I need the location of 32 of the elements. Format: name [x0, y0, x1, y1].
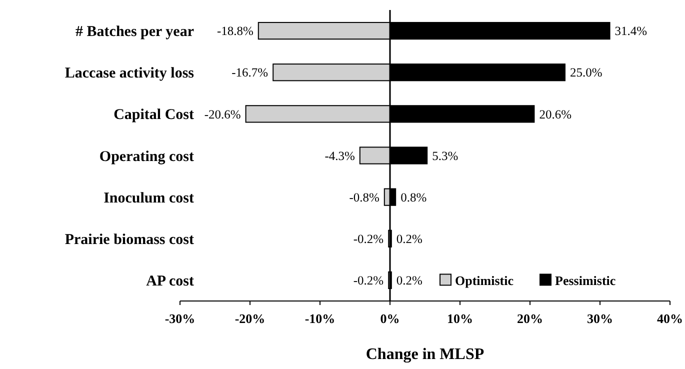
x-tick-label: 30%	[587, 311, 613, 326]
data-label: -0.8%	[349, 190, 380, 204]
legend-label: Optimistic	[455, 272, 514, 288]
data-label: 25.0%	[570, 66, 602, 80]
data-label: 0.8%	[400, 190, 427, 204]
data-label: 5.3%	[432, 148, 458, 163]
y-tick-label: # Batches per year	[76, 24, 194, 40]
x-tick-label: -30%	[164, 311, 196, 326]
data-label: -16.7%	[232, 66, 268, 80]
data-label: 31.4%	[614, 24, 648, 38]
data-label: 0.2%	[396, 232, 422, 246]
data-label: 0.2%	[396, 274, 422, 288]
data-label: -20.6%	[204, 107, 241, 122]
y-tick-label: AP cost	[146, 273, 194, 290]
y-tick-label: Prairie biomass cost	[64, 232, 194, 248]
x-tick-label: 40%	[657, 311, 683, 326]
x-tick-label: -20%	[234, 311, 266, 326]
data-label: -0.2%	[353, 274, 384, 288]
legend-label: Pessimistic	[555, 272, 616, 288]
x-axis-title: Change in MLSP	[366, 346, 484, 363]
x-tick-label: 20%	[517, 311, 543, 326]
data-label: -0.2%	[353, 232, 384, 246]
x-tick-label: 0%	[380, 311, 400, 326]
y-tick-label: Operating cost	[99, 148, 194, 165]
x-tick-label: 10%	[447, 311, 473, 326]
x-tick-label: -10%	[304, 311, 336, 326]
data-label: -4.3%	[324, 148, 355, 163]
data-label: -18.8%	[216, 24, 254, 38]
data-label: 20.6%	[539, 107, 572, 122]
y-tick-label: Capital Cost	[114, 107, 194, 124]
y-tick-label: Laccase activity loss	[64, 66, 194, 82]
y-tick-label: Inoculum cost	[104, 190, 194, 206]
